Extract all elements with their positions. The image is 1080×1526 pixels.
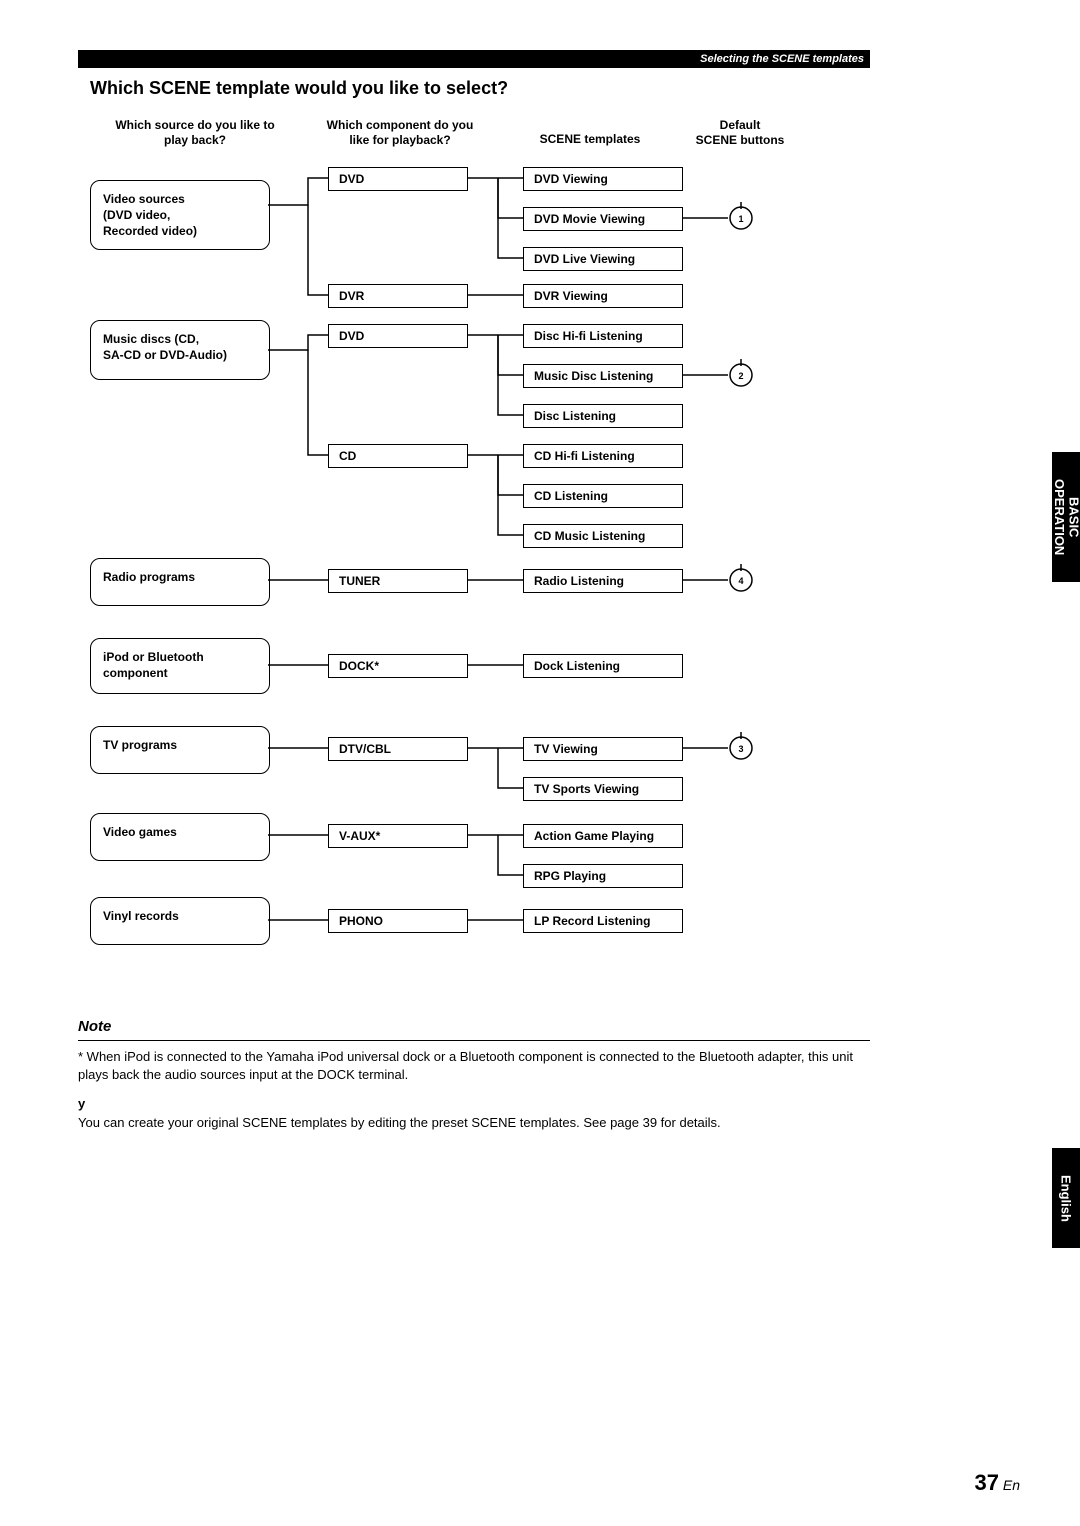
note-rule <box>78 1040 870 1041</box>
col4-l1: Default <box>720 118 761 132</box>
col1-l2: play back? <box>164 133 226 147</box>
svg-text:3: 3 <box>738 744 743 754</box>
scene-button-1: 1 <box>728 205 754 231</box>
tmpl-dvr: DVR Viewing <box>523 284 683 308</box>
page-title: Which SCENE template would you like to s… <box>90 78 508 99</box>
comp-dock: DOCK* <box>328 654 468 678</box>
page-num-main: 37 <box>975 1470 999 1495</box>
source-video: Video sources (DVD video, Recorded video… <box>90 180 270 250</box>
tmpl-lp: LP Record Listening <box>523 909 683 933</box>
comp-dvr: DVR <box>328 284 468 308</box>
lang-label: English <box>1052 1148 1080 1248</box>
tip-icon: y <box>78 1096 85 1111</box>
source-radio: Radio programs <box>90 558 270 606</box>
tmpl-dvd-viewing: DVD Viewing <box>523 167 683 191</box>
tmpl-disc-listening: Disc Listening <box>523 404 683 428</box>
col3-header: SCENE templates <box>515 132 665 147</box>
col4-l2: SCENE buttons <box>696 133 785 147</box>
scene-button-4: 4 <box>728 567 754 593</box>
page-num-suffix: En <box>999 1477 1020 1493</box>
col2-l2: like for playback? <box>349 133 450 147</box>
comp-vaux: V-AUX* <box>328 824 468 848</box>
side-tab-language: English <box>1052 1148 1080 1248</box>
source-tv: TV programs <box>90 726 270 774</box>
tmpl-music-disc: Music Disc Listening <box>523 364 683 388</box>
page-number: 37 En <box>975 1470 1021 1496</box>
source-ipod: iPod or Bluetooth component <box>90 638 270 694</box>
tip-text: You can create your original SCENE templ… <box>78 1114 870 1132</box>
col1-header: Which source do you like to play back? <box>100 118 290 148</box>
svg-text:2: 2 <box>738 371 743 381</box>
tmpl-cd-hifi: CD Hi-fi Listening <box>523 444 683 468</box>
tmpl-cd-listening: CD Listening <box>523 484 683 508</box>
source-vinyl: Vinyl records <box>90 897 270 945</box>
tmpl-tv-sports: TV Sports Viewing <box>523 777 683 801</box>
source-games: Video games <box>90 813 270 861</box>
side-tab-section: BASIC OPERATION <box>1052 452 1080 582</box>
tmpl-cd-music: CD Music Listening <box>523 524 683 548</box>
comp-dvd2: DVD <box>328 324 468 348</box>
tmpl-dvd-movie: DVD Movie Viewing <box>523 207 683 231</box>
svg-text:1: 1 <box>738 214 743 224</box>
tmpl-dvd-live: DVD Live Viewing <box>523 247 683 271</box>
col2-l1: Which component do you <box>327 118 474 132</box>
svg-text:4: 4 <box>738 576 743 586</box>
comp-dtv: DTV/CBL <box>328 737 468 761</box>
note-text: * When iPod is connected to the Yamaha i… <box>78 1048 870 1083</box>
comp-dvd1: DVD <box>328 167 468 191</box>
tmpl-dock: Dock Listening <box>523 654 683 678</box>
header-bar: Selecting the SCENE templates <box>78 50 870 68</box>
col2-header: Which component do you like for playback… <box>310 118 490 148</box>
tmpl-tv: TV Viewing <box>523 737 683 761</box>
scene-button-2: 2 <box>728 362 754 388</box>
tmpl-rpg: RPG Playing <box>523 864 683 888</box>
scene-button-3: 3 <box>728 735 754 761</box>
comp-tuner: TUNER <box>328 569 468 593</box>
comp-cd: CD <box>328 444 468 468</box>
side-tab-label: BASIC OPERATION <box>1052 452 1080 582</box>
comp-phono: PHONO <box>328 909 468 933</box>
note-heading: Note <box>78 1018 111 1035</box>
col4-header: Default SCENE buttons <box>680 118 800 148</box>
col1-l1: Which source do you like to <box>115 118 274 132</box>
source-music-disc: Music discs (CD, SA-CD or DVD-Audio) <box>90 320 270 380</box>
tmpl-disc-hifi: Disc Hi-fi Listening <box>523 324 683 348</box>
tmpl-action-game: Action Game Playing <box>523 824 683 848</box>
tmpl-radio: Radio Listening <box>523 569 683 593</box>
